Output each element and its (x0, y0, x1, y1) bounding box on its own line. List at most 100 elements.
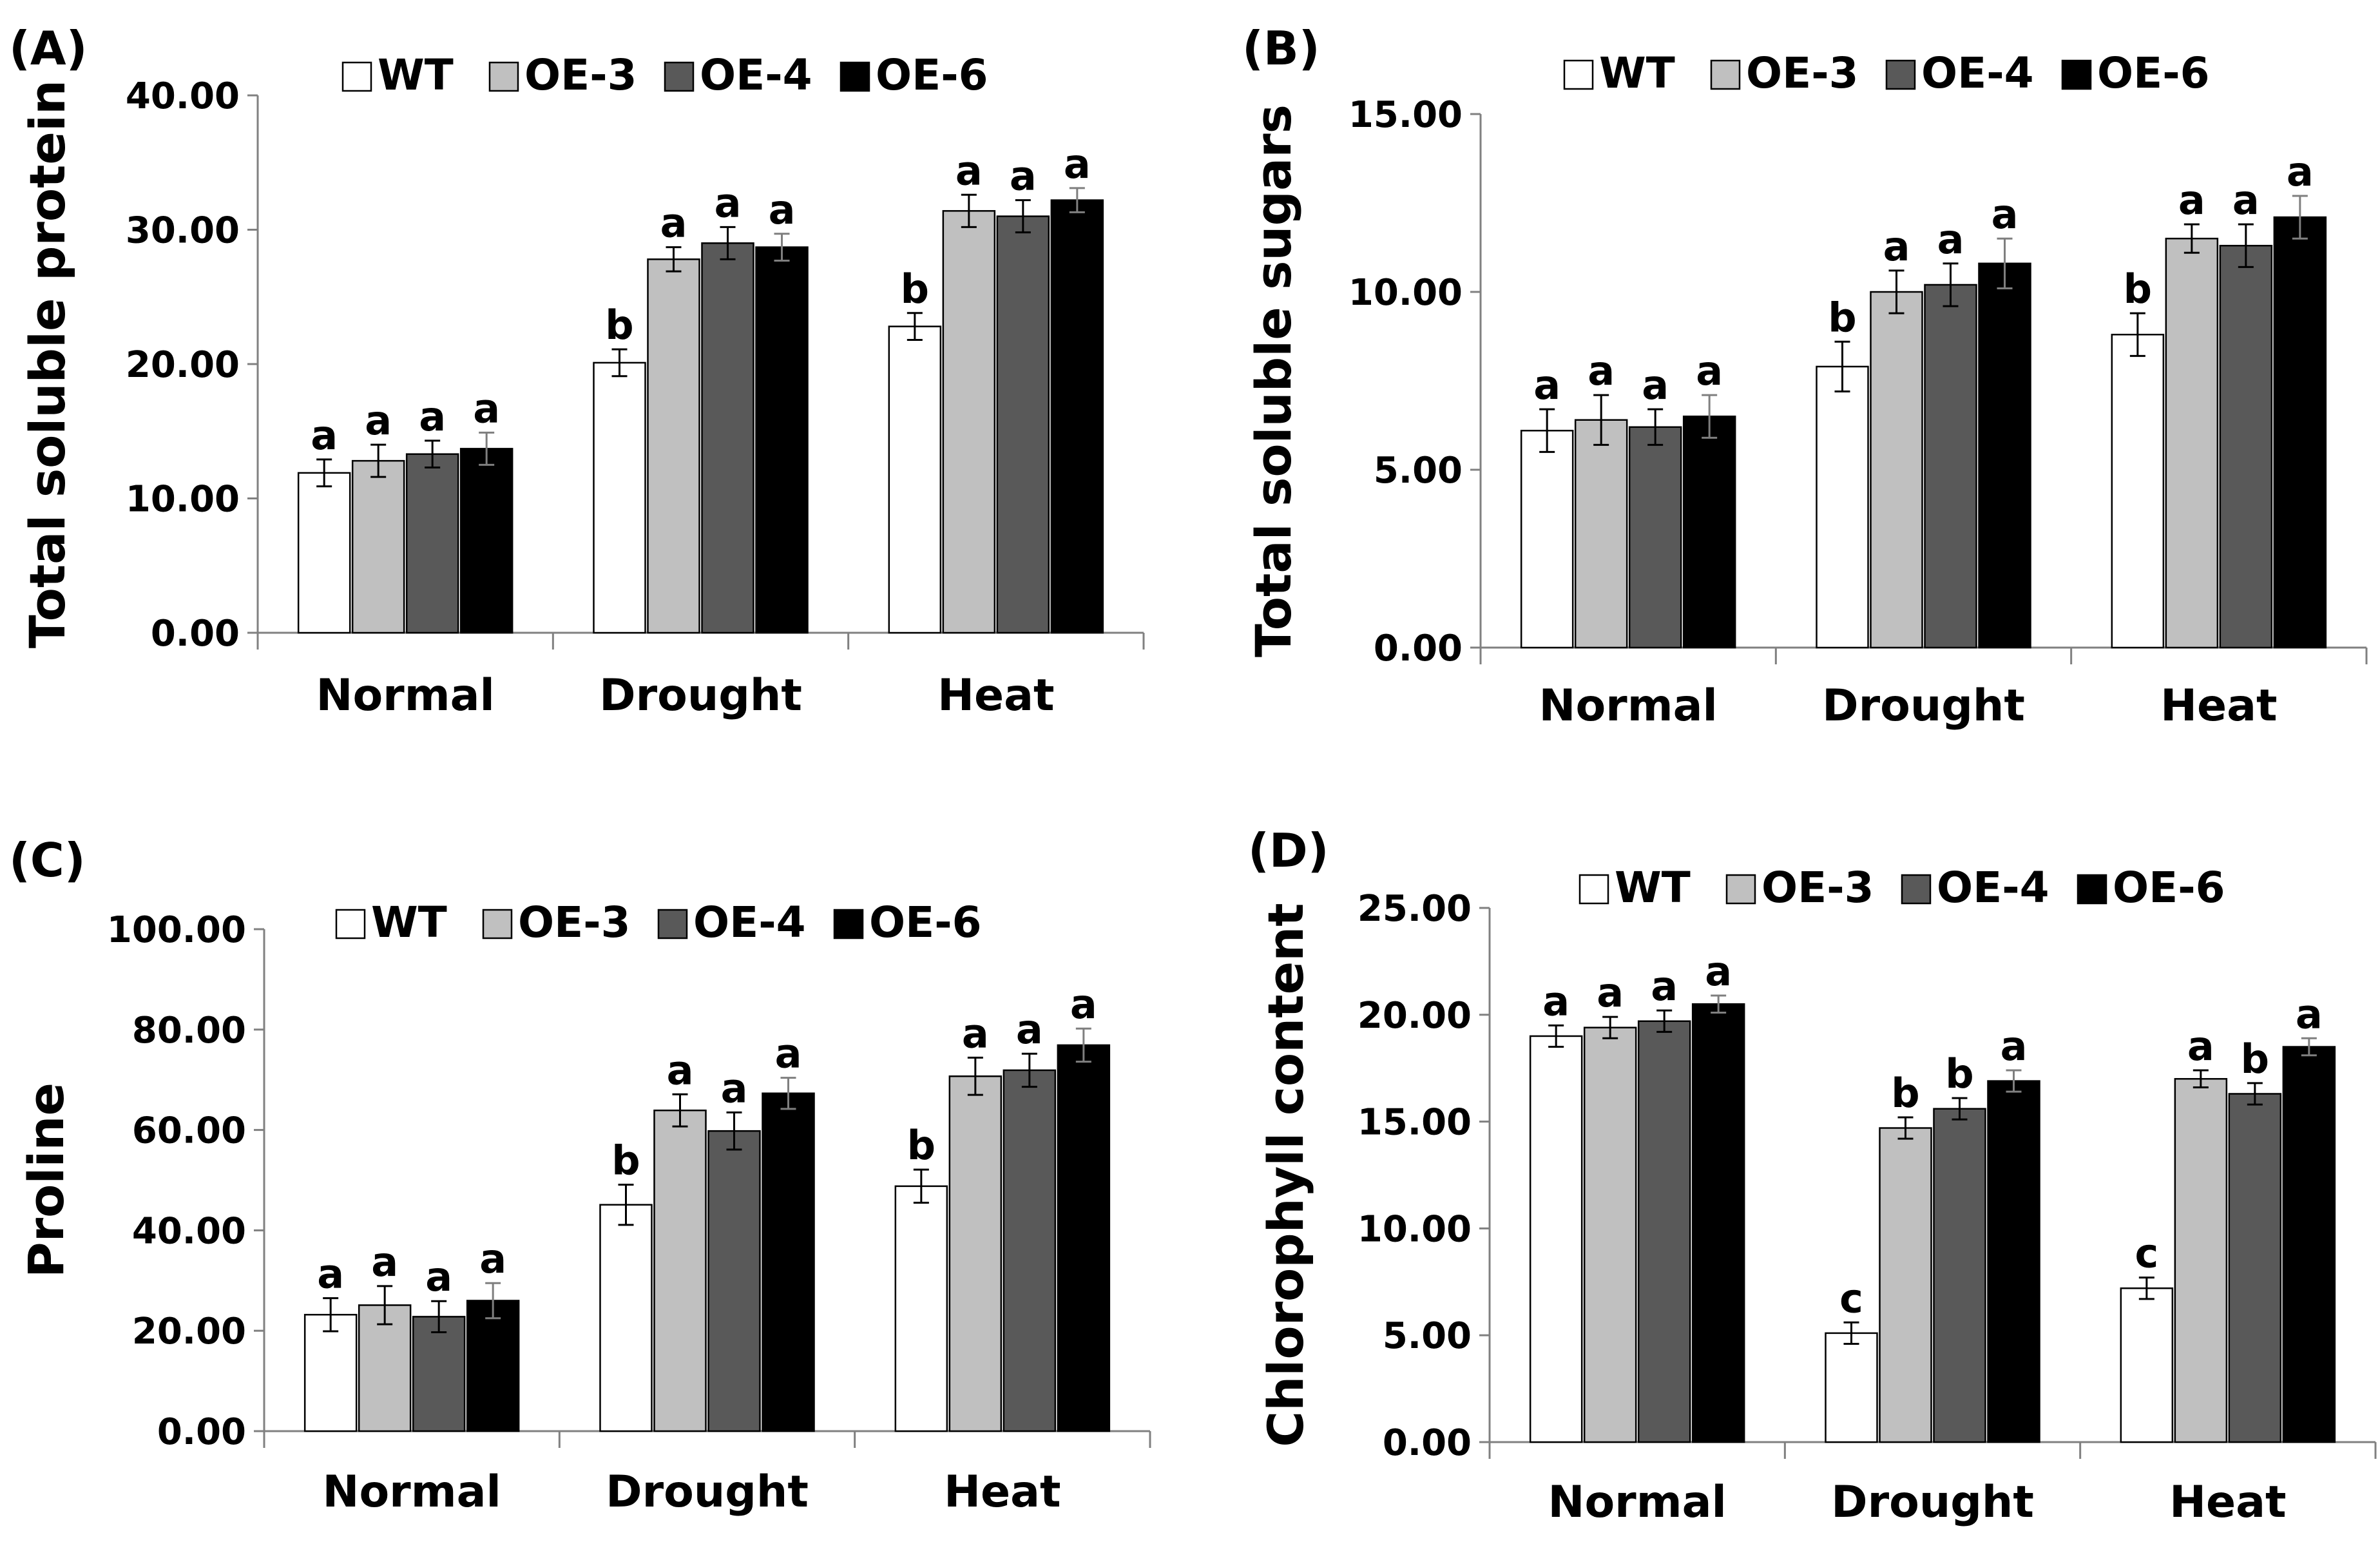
significance-letter: a (1070, 981, 1097, 1028)
bar-oe-3 (1583, 1026, 1637, 1443)
legend-swatch-oe-3 (488, 61, 519, 92)
legend-label-wt: WT (1599, 48, 1675, 98)
significance-letter: a (2187, 1023, 2214, 1070)
significance-letter: a (311, 412, 338, 459)
significance-letter: a (769, 186, 796, 233)
significance-letter: a (955, 147, 983, 194)
legend-swatch-wt (341, 61, 372, 92)
bar-oe-6 (466, 1300, 520, 1432)
significance-letter: a (775, 1030, 802, 1077)
bar-oe-6 (1057, 1044, 1111, 1432)
bar-oe-4 (412, 1316, 466, 1432)
legend-swatch-oe-4 (657, 909, 688, 939)
legend-swatch-oe-3 (482, 909, 513, 939)
x-category-label: Drought (606, 1467, 809, 1517)
panel-label: (A) (9, 21, 88, 75)
x-category-label: Drought (1831, 1477, 2034, 1528)
bar-oe-6 (1987, 1080, 2040, 1443)
significance-letter: a (2287, 148, 2314, 195)
significance-letter: a (715, 179, 742, 226)
legend-label-wt: WT (371, 898, 447, 947)
bar-oe-6 (1978, 262, 2031, 649)
bar-wt (2120, 1287, 2174, 1443)
legend-swatch-wt (1579, 874, 1609, 905)
bar-oe-3 (948, 1075, 1003, 1432)
y-tick-label: 5.00 (1374, 450, 1463, 492)
x-category-label: Heat (2160, 680, 2277, 731)
legend-label-oe-3: OE-3 (524, 50, 637, 100)
significance-letter: b (2124, 265, 2152, 313)
significance-letter: b (605, 302, 633, 349)
x-category-label: Normal (316, 670, 495, 721)
significance-letter: a (1937, 216, 1964, 263)
significance-letter: a (1991, 191, 2019, 238)
panel-label: (C) (9, 833, 86, 887)
y-tick-label: 80.00 (132, 1010, 246, 1052)
bar-wt (599, 1204, 653, 1432)
bar-oe-4 (405, 453, 459, 634)
bar-wt (1529, 1035, 1583, 1443)
bar-oe-6 (762, 1092, 815, 1432)
bar-wt (1816, 365, 1869, 649)
significance-letter: a (1064, 140, 1091, 188)
significance-letter: a (1705, 948, 1732, 995)
legend-swatch-oe-3 (1710, 59, 1741, 90)
chart-panel-b: (B) 0.00 5.00 10.00 15.00 Total soluble sugar… (1242, 21, 2368, 731)
significance-letter: c (2135, 1230, 2158, 1277)
legend-label-oe-4: OE-4 (693, 898, 806, 947)
legend-label-oe-6: OE-6 (876, 50, 988, 100)
y-tick-label: 30.00 (126, 210, 240, 252)
bar-oe-3 (653, 1109, 707, 1432)
significance-letter: a (317, 1251, 344, 1298)
legend-swatch-oe-6 (2061, 59, 2092, 90)
legend-label-oe-6: OE-6 (869, 898, 982, 947)
y-tick-label: 0.00 (1374, 628, 1463, 670)
significance-letter: c (1839, 1275, 1863, 1322)
significance-letter: b (901, 265, 929, 313)
significance-letter: a (1883, 223, 1910, 270)
y-tick-label: 15.00 (1348, 94, 1463, 136)
y-axis-title: Total soluble protein (19, 80, 76, 648)
bar-oe-6 (2273, 216, 2327, 649)
bar-oe-3 (2174, 1078, 2228, 1443)
bar-oe-3 (942, 210, 996, 634)
significance-letter: b (2241, 1036, 2269, 1083)
significance-letter: a (479, 1235, 506, 1282)
significance-letter: a (1597, 969, 1624, 1016)
y-tick-label: 20.00 (1358, 995, 1472, 1037)
bar-oe-3 (1879, 1127, 1932, 1443)
x-category-label: Normal (1548, 1477, 1727, 1528)
legend-label-oe-6: OE-6 (2097, 48, 2210, 98)
significance-letter: b (1891, 1070, 1919, 1117)
significance-letter: a (2178, 177, 2205, 224)
significance-letter: a (1642, 361, 1669, 409)
bar-oe-6 (755, 246, 809, 634)
bar-oe-6 (1050, 199, 1104, 634)
bar-oe-3 (1870, 291, 1923, 649)
bar-wt (593, 361, 646, 634)
bar-oe-4 (1924, 284, 1977, 649)
y-tick-label: 0.00 (1383, 1422, 1472, 1464)
significance-letter: b (907, 1122, 936, 1169)
legend-label-oe-6: OE-6 (2113, 863, 2225, 912)
significance-letter: a (721, 1065, 748, 1112)
x-category-label: Heat (937, 670, 1054, 721)
legend-swatch-oe-3 (1725, 874, 1756, 905)
chart-panel-a: (A) 0.00 10.00 20.00 30.00 40.00 Total soluble… (9, 21, 1145, 721)
y-tick-label: 40.00 (126, 75, 240, 117)
legend-label-oe-3: OE-3 (1761, 863, 1874, 912)
panel-label: (B) (1242, 21, 1320, 75)
bar-oe-6 (2282, 1046, 2336, 1443)
significance-letter: a (371, 1238, 398, 1286)
bar-oe-3 (647, 258, 700, 634)
panel-label: (D) (1248, 824, 1329, 878)
x-category-label: Normal (323, 1467, 501, 1517)
legend-label-oe-3: OE-3 (1746, 48, 1859, 98)
bar-oe-4 (2219, 244, 2273, 649)
chart-panel-d: (D) 0.00 5.00 10.00 15.00 20.00 25.00 Chlorophy… (1248, 824, 2377, 1528)
bar-oe-3 (1574, 419, 1628, 649)
bar-oe-4 (996, 215, 1050, 634)
bar-oe-4 (707, 1130, 761, 1432)
y-tick-label: 10.00 (1348, 272, 1463, 314)
chart-panel-c: (C) 0.00 20.00 40.00 60.00 80.00 100.00 Proline… (9, 833, 1151, 1517)
